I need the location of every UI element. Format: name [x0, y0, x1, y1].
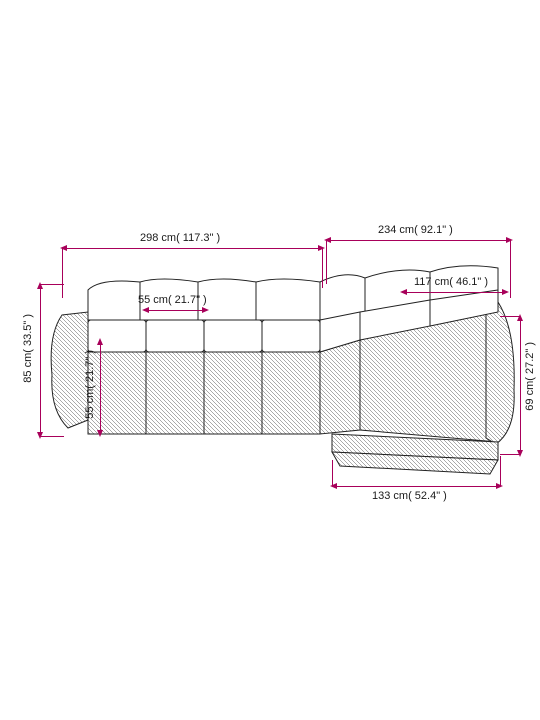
dim-depth-bottom: 133 cm( 52.4" ) — [372, 490, 447, 502]
ext-line — [322, 248, 323, 288]
ext-line — [62, 248, 63, 298]
ext-line — [40, 436, 64, 437]
ext-line — [40, 284, 64, 285]
dim-line-width-left — [66, 248, 318, 249]
dim-height-right: 69 cm( 27.2" ) — [524, 342, 536, 411]
dimension-diagram: 298 cm( 117.3" ) 234 cm( 92.1" ) 55 cm( … — [0, 0, 540, 720]
ext-line — [510, 240, 511, 298]
dim-line-seat-h — [100, 344, 101, 430]
dim-line-seat-right — [406, 292, 502, 293]
arrow-icon — [97, 338, 103, 345]
ext-line — [326, 240, 327, 284]
dim-width-right: 234 cm( 92.1" ) — [378, 224, 453, 236]
arrow-icon — [202, 307, 209, 313]
ext-line — [500, 454, 520, 455]
ext-line — [500, 456, 501, 486]
sofa-illustration — [0, 0, 540, 720]
dim-height-left: 85 cm( 33.5" ) — [22, 314, 34, 383]
dim-seat-right: 117 cm( 46.1" ) — [414, 276, 488, 288]
arrow-icon — [502, 289, 509, 295]
arrow-icon — [142, 307, 149, 313]
dim-line-seat-left — [148, 310, 202, 311]
dim-width-left: 298 cm( 117.3" ) — [140, 232, 220, 244]
dim-line-height-right — [520, 320, 521, 450]
ext-line — [500, 316, 520, 317]
ext-line — [332, 460, 333, 486]
dim-seat-h-left: 55 cm( 21.7" ) — [84, 350, 96, 419]
dim-line-width-right — [330, 240, 506, 241]
arrow-icon — [97, 430, 103, 437]
arrow-icon — [400, 289, 407, 295]
dim-seat-left: 55 cm( 21.7" ) — [138, 294, 207, 306]
dim-line-depth — [336, 486, 496, 487]
dim-line-height-left — [40, 288, 41, 432]
